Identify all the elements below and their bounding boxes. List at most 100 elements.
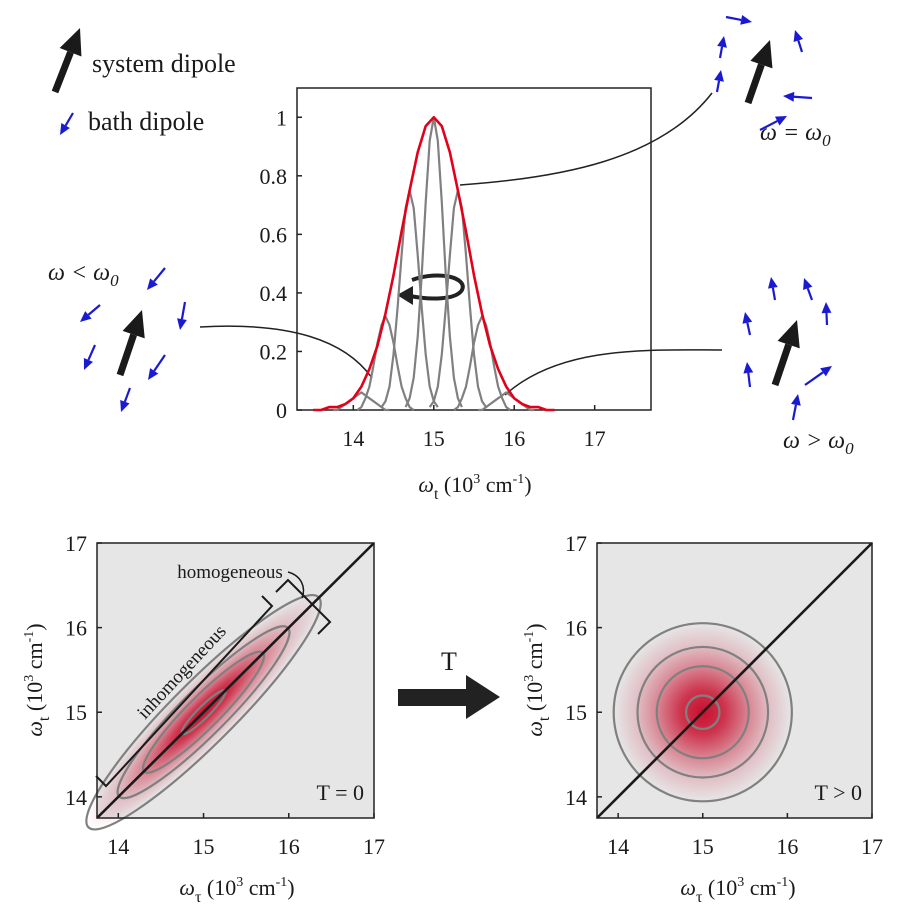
annotation-part: ω > ω <box>783 428 845 454</box>
label-part: cm <box>480 472 512 497</box>
label-part: τ <box>195 889 202 906</box>
dipole-head <box>59 28 82 57</box>
y-tick-label: 0 <box>276 398 287 423</box>
label-part: (10 <box>22 682 47 717</box>
dipole-head <box>791 394 801 406</box>
dipole-head <box>774 116 787 126</box>
label-part: ) <box>788 875 795 900</box>
plot-frame <box>296 87 652 411</box>
dipole-head <box>120 399 130 412</box>
diagonal <box>96 542 375 819</box>
label-part: τ <box>696 889 703 906</box>
dipole-head <box>821 302 832 314</box>
y-tick-label: 16 <box>65 616 87 641</box>
x-tick-label: 14 <box>107 834 129 859</box>
transition-label: T <box>441 647 457 676</box>
label-part: -1 <box>513 472 525 487</box>
y-tick-label: 14 <box>565 785 587 810</box>
annotation: ω < ω0 <box>48 260 119 290</box>
annotation-part: 0 <box>845 439 854 458</box>
dipole-shaft <box>791 404 798 421</box>
x-tick-label: 14 <box>607 834 629 859</box>
label-part: ω <box>179 875 195 900</box>
dipole-head <box>750 40 773 69</box>
x-axis-label: ωτ (103 cm-1) <box>680 875 795 906</box>
dipole-head <box>820 366 832 377</box>
connector <box>504 349 723 396</box>
dipole-head <box>80 311 92 322</box>
plot-frame <box>96 542 375 819</box>
dipole-shaft <box>116 333 137 377</box>
y-axis-label: ωt (103 cm-1) <box>22 623 53 736</box>
dipole-shaft <box>180 301 187 320</box>
legend-text: system dipole <box>92 49 236 78</box>
label-part: -1 <box>522 631 537 643</box>
series-line <box>404 116 463 408</box>
x-tick-label: 17 <box>861 834 883 859</box>
dipole-shaft <box>153 267 166 283</box>
rotation-arrow-head <box>397 286 413 305</box>
bracket-label: homogeneous <box>177 562 283 583</box>
annotation-part: ω = ω <box>760 120 822 146</box>
dipole-head <box>714 70 724 82</box>
label-part: t <box>536 716 553 721</box>
dipole-head <box>177 318 187 330</box>
label-part: t <box>434 486 439 503</box>
label-part: ) <box>522 623 547 630</box>
x-axis-label: ωt (103 cm-1) <box>418 472 531 503</box>
state-label: T > 0 <box>815 780 862 805</box>
dipole-shaft <box>746 322 752 336</box>
label-part: cm <box>22 642 47 674</box>
label-part: 3 <box>236 875 243 890</box>
label-part: 3 <box>473 472 480 487</box>
annotation-part: 0 <box>822 131 831 150</box>
y-tick-label: 16 <box>565 616 587 641</box>
transition-arrow <box>398 689 468 706</box>
dipole-head <box>740 15 752 25</box>
dipole-shaft <box>718 46 724 59</box>
dipole-shaft <box>87 304 101 316</box>
label-part: 3 <box>522 675 537 682</box>
dipole-head <box>148 368 159 380</box>
x-tick-label: 14 <box>342 426 364 451</box>
dipole-shaft <box>793 95 813 100</box>
rotation-arrow <box>409 273 465 301</box>
x-tick-label: 16 <box>278 834 300 859</box>
label-part: ) <box>524 472 531 497</box>
dipole-shaft <box>715 80 721 93</box>
x-tick-label: 17 <box>363 834 385 859</box>
dipole-shaft <box>64 112 74 127</box>
connector <box>199 325 373 379</box>
dipole-head <box>122 310 145 339</box>
homogeneous-pointer <box>287 571 305 599</box>
label-part: ω <box>522 721 547 737</box>
label-part: t <box>36 716 53 721</box>
state-label: T = 0 <box>317 780 364 805</box>
annotation-part: 0 <box>110 271 119 290</box>
dipole-head <box>768 277 778 289</box>
y-tick-label: 15 <box>565 700 587 725</box>
x-axis-label: ωτ (103 cm-1) <box>179 875 294 906</box>
dipole-shaft <box>797 40 804 53</box>
y-tick-label: 0.6 <box>260 222 288 247</box>
x-tick-label: 15 <box>423 426 445 451</box>
transition-arrow-head <box>466 675 500 719</box>
label-part: -1 <box>276 875 288 890</box>
annotation: ω > ω0 <box>783 428 854 458</box>
label-part: cm <box>522 642 547 674</box>
y-axis-label: ωt (103 cm-1) <box>522 623 553 736</box>
y-tick-label: 15 <box>65 700 87 725</box>
x-tick-label: 17 <box>584 426 606 451</box>
dipole-head <box>147 278 158 290</box>
label-part: ω <box>22 721 47 737</box>
label-part: cm <box>744 875 776 900</box>
dipole-head <box>742 312 753 324</box>
y-tick-label: 0.8 <box>260 164 288 189</box>
series-line <box>313 116 555 412</box>
label-part: (10 <box>438 472 473 497</box>
dipole-head <box>83 357 93 370</box>
y-tick-label: 17 <box>65 531 87 556</box>
label-part: ω <box>680 875 696 900</box>
series-line <box>356 315 415 411</box>
